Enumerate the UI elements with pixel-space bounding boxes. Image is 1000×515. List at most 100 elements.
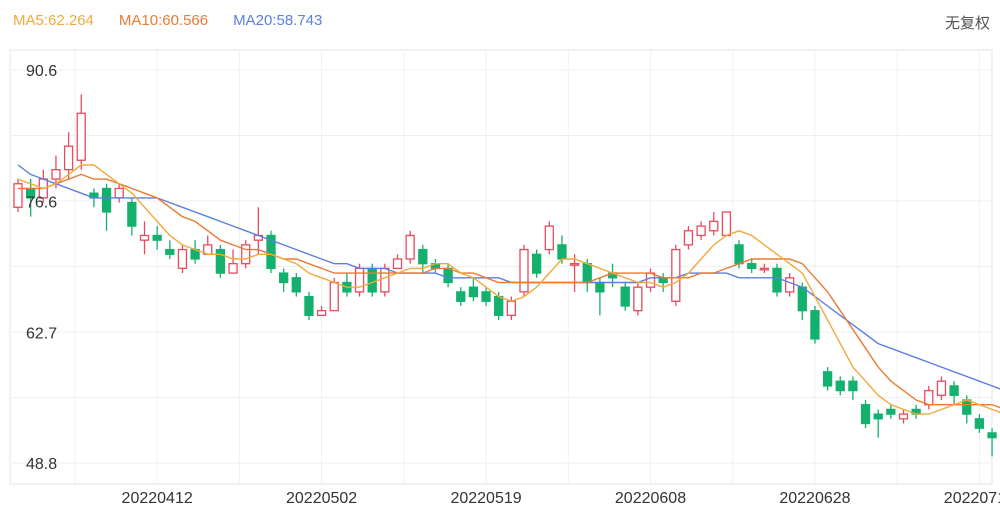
candle-body	[481, 291, 491, 302]
candle-60	[772, 263, 782, 297]
candle-body	[962, 399, 972, 415]
candle-body	[291, 277, 301, 293]
candle-body	[532, 253, 542, 274]
candle-body	[822, 371, 833, 387]
y-tick-label: 62.7	[26, 325, 57, 342]
candle-34	[443, 263, 453, 288]
candle-body	[557, 244, 567, 260]
candle-body	[785, 277, 795, 293]
candle-body	[683, 230, 694, 246]
candle-24	[316, 305, 327, 317]
ma-legend: MA5:62.264 MA10:60.566 MA20:58.743	[13, 12, 322, 29]
candles	[13, 94, 997, 457]
y-tick-label: 48.8	[26, 456, 57, 473]
candle-body	[456, 291, 466, 302]
candle-65	[835, 376, 845, 396]
candle-47	[607, 263, 618, 288]
ma-lines	[17, 164, 1000, 415]
candle-body	[443, 267, 453, 284]
candle-body	[759, 267, 769, 271]
candle-body	[860, 404, 871, 425]
ma20-line	[17, 164, 1000, 390]
candle-body	[519, 248, 529, 293]
candle-37	[481, 287, 491, 306]
y-tick-label: 90.6	[26, 63, 57, 80]
candle-body	[329, 281, 339, 312]
candle-48	[620, 282, 630, 311]
candle-42	[544, 221, 554, 255]
ma10-line	[18, 173, 1000, 409]
candle-53	[683, 226, 694, 250]
ma5-line	[17, 164, 1000, 415]
candle-body	[848, 380, 858, 392]
y-tick-label: 76.6	[26, 195, 57, 212]
candle-body	[886, 408, 896, 415]
candle-13	[177, 244, 188, 274]
candle-body	[633, 286, 643, 312]
candle-46	[595, 277, 605, 316]
candle-body	[620, 286, 630, 307]
candle-body	[266, 234, 276, 270]
candle-body	[797, 286, 807, 312]
candle-35	[456, 287, 466, 306]
candle-21	[278, 268, 289, 292]
candle-body	[405, 234, 415, 260]
candle-76	[974, 414, 985, 433]
candle-23	[304, 291, 314, 321]
candle-body	[936, 380, 947, 396]
candle-16	[215, 244, 226, 278]
candle-body	[949, 385, 959, 396]
price-adjust-toggle[interactable]: 无复权	[944, 15, 990, 32]
candle-body	[139, 234, 150, 241]
candle-body	[304, 295, 314, 317]
candle-67	[860, 400, 871, 429]
candle-26	[342, 273, 352, 297]
candle-19	[253, 207, 264, 255]
x-tick-label: 20220718	[944, 490, 1000, 507]
candle-body	[835, 380, 845, 392]
candle-body	[354, 267, 365, 293]
candle-5	[76, 94, 86, 170]
candle-14	[190, 240, 200, 264]
candle-41	[532, 249, 542, 278]
grid	[9, 49, 993, 485]
y-axis: 90.6 76.6 62.7 48.8	[26, 63, 57, 473]
x-tick-label: 20220608	[615, 490, 686, 507]
candle-body	[13, 183, 23, 208]
candle-74	[949, 381, 959, 405]
candle-0	[13, 179, 23, 212]
candle-body	[772, 267, 782, 293]
candle-51	[658, 273, 668, 292]
candle-body	[747, 263, 757, 270]
candle-40	[519, 244, 529, 297]
candle-72	[924, 385, 934, 410]
candle-body	[873, 413, 883, 420]
candle-36	[468, 277, 479, 302]
candle-52	[671, 244, 681, 306]
candle-body	[734, 244, 744, 265]
candle-body	[165, 248, 175, 255]
candle-body	[582, 263, 592, 284]
x-tick-label: 20220412	[122, 490, 193, 507]
candle-body	[898, 413, 909, 420]
candle-body	[278, 272, 289, 284]
candle-58	[747, 258, 757, 274]
candle-body	[380, 267, 390, 293]
candle-body	[152, 234, 162, 241]
candle-12	[165, 240, 175, 259]
candle-body	[924, 389, 934, 406]
candle-body	[127, 201, 137, 227]
candle-61	[785, 273, 795, 297]
candle-body	[721, 211, 732, 237]
candle-body	[544, 225, 554, 251]
candle-59	[759, 263, 769, 274]
candle-18	[241, 240, 251, 269]
candle-body	[63, 145, 74, 171]
candle-7	[101, 183, 112, 231]
candle-body	[51, 169, 61, 180]
candle-body	[177, 248, 188, 270]
candle-body	[114, 187, 124, 199]
candle-4	[63, 132, 74, 180]
candle-9	[127, 197, 137, 236]
x-tick-label: 20220628	[779, 490, 850, 507]
